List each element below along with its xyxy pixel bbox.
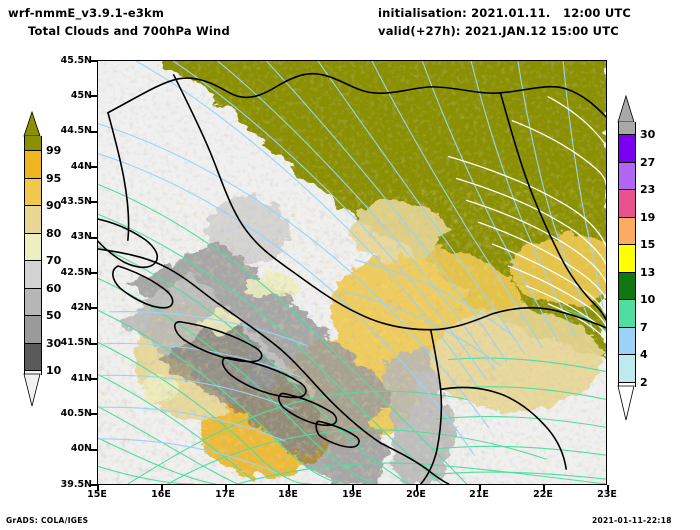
cloud-swatch-95 bbox=[24, 178, 42, 206]
ytick-43-5N: 43.5N bbox=[60, 196, 92, 207]
wind-label-2: 2 bbox=[640, 376, 648, 389]
colorbar-top-arrow bbox=[23, 110, 41, 137]
wind-swatch-10 bbox=[618, 299, 636, 328]
ytick-mark bbox=[91, 60, 97, 62]
grads-credit: GrADS: COLA/IGES bbox=[6, 516, 89, 525]
wind-label-15: 15 bbox=[640, 238, 656, 251]
wind-label-30: 30 bbox=[640, 128, 656, 141]
xtick-mark bbox=[161, 485, 163, 491]
wind-swatch-13 bbox=[618, 272, 636, 300]
render-timestamp: 2021-01-11-22:18 bbox=[592, 516, 672, 525]
colorbar-bottom-arrow bbox=[617, 385, 635, 421]
ytick-45-5N: 45.5N bbox=[60, 55, 92, 66]
wind-label-19: 19 bbox=[640, 211, 656, 224]
field-title: Total Clouds and 700hPa Wind bbox=[28, 24, 230, 38]
colorbar-top-arrow bbox=[617, 94, 635, 123]
ytick-mark bbox=[91, 484, 97, 486]
xtick-mark bbox=[479, 485, 481, 491]
xtick-23E: 23E bbox=[597, 489, 617, 500]
cloud-label-60: 60 bbox=[46, 282, 62, 295]
ytick-44N: 44N bbox=[70, 161, 92, 172]
ytick-40N: 40N bbox=[70, 443, 92, 454]
initialisation-time: initialisation: 2021.01.11. 12:00 UTC bbox=[378, 6, 632, 20]
ytick-mark bbox=[91, 131, 97, 133]
wind-swatch-2 bbox=[618, 382, 636, 387]
ytick-42-5N: 42.5N bbox=[60, 267, 92, 278]
cloud-label-30: 30 bbox=[46, 337, 62, 350]
cloud-label-95: 95 bbox=[46, 172, 62, 185]
ytick-41N: 41N bbox=[70, 373, 92, 384]
cloud-label-99: 99 bbox=[46, 144, 62, 157]
wind-swatch-30 bbox=[618, 134, 636, 163]
xtick-17E: 17E bbox=[215, 489, 235, 500]
ytick-mark bbox=[91, 413, 97, 415]
ytick-45N: 45N bbox=[70, 90, 92, 101]
ytick-mark bbox=[91, 272, 97, 274]
cloud-swatch-60 bbox=[24, 288, 42, 316]
wind-swatch-4 bbox=[618, 354, 636, 383]
cloud-label-50: 50 bbox=[46, 309, 62, 322]
cloud-swatch-90 bbox=[24, 205, 42, 234]
cloud-swatch-70 bbox=[24, 260, 42, 289]
colorbar-bottom-arrow bbox=[23, 373, 41, 407]
xtick-22E: 22E bbox=[533, 489, 553, 500]
cloud-label-90: 90 bbox=[46, 199, 62, 212]
wind-streamlines bbox=[98, 61, 606, 484]
wind-label-23: 23 bbox=[640, 183, 656, 196]
wind-swatch-23 bbox=[618, 189, 636, 218]
ytick-mark bbox=[91, 95, 97, 97]
ytick-42N: 42N bbox=[70, 302, 92, 313]
xtick-mark bbox=[416, 485, 418, 491]
model-title: wrf-nmmE_v3.9.1-e3km bbox=[8, 6, 165, 20]
cloud-swatch-30 bbox=[24, 343, 42, 371]
ytick-mark bbox=[91, 201, 97, 203]
ytick-43N: 43N bbox=[70, 231, 92, 242]
xtick-mark bbox=[97, 485, 99, 491]
xtick-18E: 18E bbox=[278, 489, 298, 500]
xtick-mark bbox=[543, 485, 545, 491]
ytick-mark bbox=[91, 307, 97, 309]
cloud-swatch-80 bbox=[24, 233, 42, 261]
xtick-15E: 15E bbox=[87, 489, 107, 500]
ytick-mark bbox=[91, 378, 97, 380]
xtick-20E: 20E bbox=[406, 489, 426, 500]
wind-label-27: 27 bbox=[640, 156, 656, 169]
ytick-39-5N: 39.5N bbox=[60, 479, 92, 490]
xtick-19E: 19E bbox=[342, 489, 362, 500]
country-borders bbox=[98, 72, 606, 484]
xtick-mark bbox=[225, 485, 227, 491]
cloud-label-70: 70 bbox=[46, 254, 62, 267]
cloud-swatch-over bbox=[24, 136, 42, 150]
cloud-label-80: 80 bbox=[46, 227, 62, 240]
ytick-44-5N: 44.5N bbox=[60, 125, 92, 136]
ytick-40-5N: 40.5N bbox=[60, 408, 92, 419]
wind-swatch-over bbox=[618, 122, 636, 134]
ytick-mark bbox=[91, 166, 97, 168]
wind-label-7: 7 bbox=[640, 321, 648, 334]
cloud-swatch-99 bbox=[24, 150, 42, 179]
wind-swatch-15 bbox=[618, 244, 636, 273]
ytick-mark bbox=[91, 237, 97, 239]
map-plot-area bbox=[97, 60, 607, 485]
wind-swatch-7 bbox=[618, 327, 636, 355]
wind-swatch-19 bbox=[618, 217, 636, 245]
xtick-21E: 21E bbox=[469, 489, 489, 500]
cloud-swatch-50 bbox=[24, 315, 42, 344]
wind-label-13: 13 bbox=[640, 266, 656, 279]
wind-label-4: 4 bbox=[640, 348, 648, 361]
valid-time: valid(+27h): 2021.JAN.12 15:00 UTC bbox=[378, 24, 619, 38]
xtick-16E: 16E bbox=[151, 489, 171, 500]
ytick-mark bbox=[91, 343, 97, 345]
cloud-swatch-10 bbox=[24, 370, 42, 375]
xtick-mark bbox=[607, 485, 609, 491]
wind-swatch-27 bbox=[618, 162, 636, 190]
ytick-mark bbox=[91, 449, 97, 451]
weather-map-canvas bbox=[98, 61, 606, 484]
wind-label-10: 10 bbox=[640, 293, 656, 306]
cloud-label-10: 10 bbox=[46, 364, 62, 377]
xtick-mark bbox=[288, 485, 290, 491]
ytick-41-5N: 41.5N bbox=[60, 337, 92, 348]
xtick-mark bbox=[352, 485, 354, 491]
